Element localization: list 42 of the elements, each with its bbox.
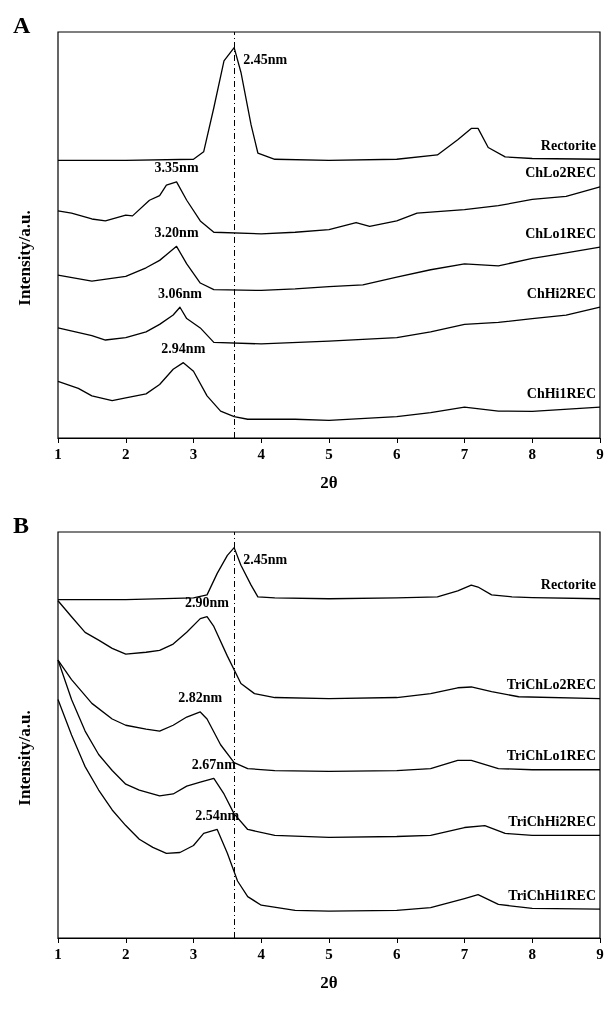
x-tick-label: 9	[596, 945, 604, 962]
series-label: TriChHi2REC	[508, 813, 596, 829]
annotation: 2.90nm	[185, 595, 230, 611]
x-axis-title: 2θ	[320, 973, 338, 992]
annotation: 3.35nm	[154, 160, 199, 176]
x-tick-label: 9	[596, 445, 604, 462]
x-tick-label: 8	[528, 945, 536, 962]
annotation: 3.20nm	[154, 224, 199, 240]
series-label: ChLo1REC	[525, 225, 596, 241]
series-label: TriChLo1REC	[506, 748, 596, 764]
series-label: ChLo2REC	[525, 165, 596, 181]
series-label: TriChHi1REC	[508, 887, 596, 903]
series-label: TriChLo2REC	[506, 677, 596, 693]
chart-title: B	[13, 512, 30, 538]
x-tick-label: 1	[54, 945, 62, 962]
x-tick-label: 2	[122, 945, 130, 962]
x-tick-label: 2	[122, 445, 130, 462]
x-tick-label: 5	[325, 945, 333, 962]
x-tick-label: 7	[460, 445, 469, 462]
annotation: 2.82nm	[178, 690, 223, 706]
x-tick-label: 6	[393, 945, 401, 962]
x-tick-label: 6	[393, 445, 401, 462]
series-label: Rectorite	[540, 137, 596, 153]
x-tick-label: 3	[189, 445, 198, 462]
chart-title: A	[13, 12, 31, 38]
x-tick-label: 3	[189, 945, 198, 962]
x-axis-title: 2θ	[320, 473, 338, 492]
series-label: ChHi2REC	[526, 285, 596, 301]
y-axis-title: Intensity/a.u.	[15, 210, 34, 306]
series-label: Rectorite	[540, 577, 596, 593]
x-tick-label: 7	[460, 945, 469, 962]
series-label: ChHi1REC	[526, 385, 596, 401]
x-tick-label: 5	[325, 445, 333, 462]
annotation: 2.94nm	[161, 341, 206, 357]
x-tick-label: 4	[257, 945, 266, 962]
annotation: 2.45nm	[243, 52, 288, 68]
x-tick-label: 4	[257, 445, 266, 462]
y-axis-title: Intensity/a.u.	[15, 710, 34, 806]
annotation: 2.45nm	[243, 552, 288, 568]
annotation: 3.06nm	[157, 285, 203, 301]
x-tick-label: 8	[528, 445, 536, 462]
x-tick-label: 1	[54, 445, 62, 462]
